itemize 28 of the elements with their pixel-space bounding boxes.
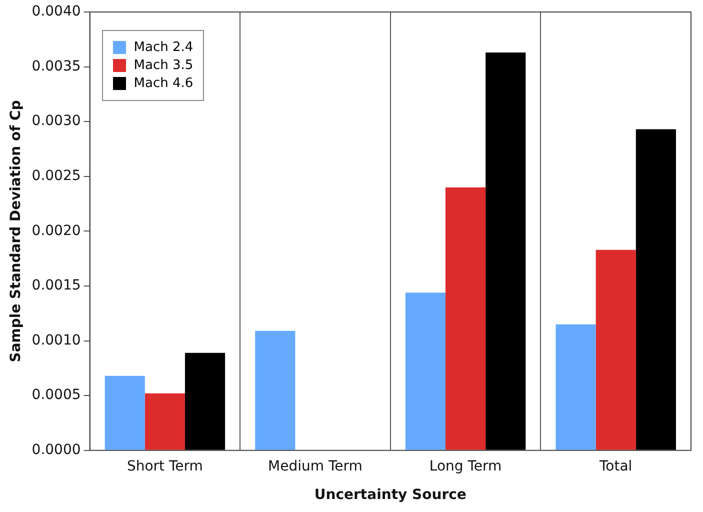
bar — [405, 292, 446, 450]
bar — [255, 330, 296, 450]
x-tick-label: Medium Term — [268, 458, 362, 474]
y-tick-label: 0.0005 — [32, 387, 81, 404]
x-tick-label: Short Term — [126, 458, 203, 474]
x-tick-label: Total — [598, 458, 632, 474]
y-tick-label: 0.0010 — [32, 332, 81, 348]
y-tick-label: 0.0040 — [32, 4, 81, 20]
y-axis-title: Sample Standard Deviation of Cp — [8, 100, 24, 362]
bar — [486, 52, 526, 450]
y-tick-label: 0.0030 — [32, 113, 81, 130]
bar — [184, 352, 226, 450]
bar — [556, 324, 596, 450]
y-tick-label: 0.0000 — [32, 442, 81, 458]
bar — [446, 187, 486, 450]
y-tick-label: 0.0025 — [32, 168, 81, 184]
bar — [596, 250, 636, 450]
bar — [636, 129, 676, 450]
legend-label: Mach 3.5 — [134, 58, 194, 73]
x-tick-label: Long Term — [429, 458, 502, 474]
y-tick-label: 0.0020 — [32, 222, 81, 239]
legend-label: Mach 2.4 — [134, 40, 194, 55]
x-axis-title: Uncertainty Source — [314, 487, 466, 504]
legend-label: Mach 4.6 — [134, 76, 194, 91]
y-tick-label: 0.0015 — [32, 278, 81, 294]
y-tick-label: 0.0035 — [32, 58, 81, 74]
bar — [104, 376, 145, 450]
bar — [144, 393, 185, 450]
